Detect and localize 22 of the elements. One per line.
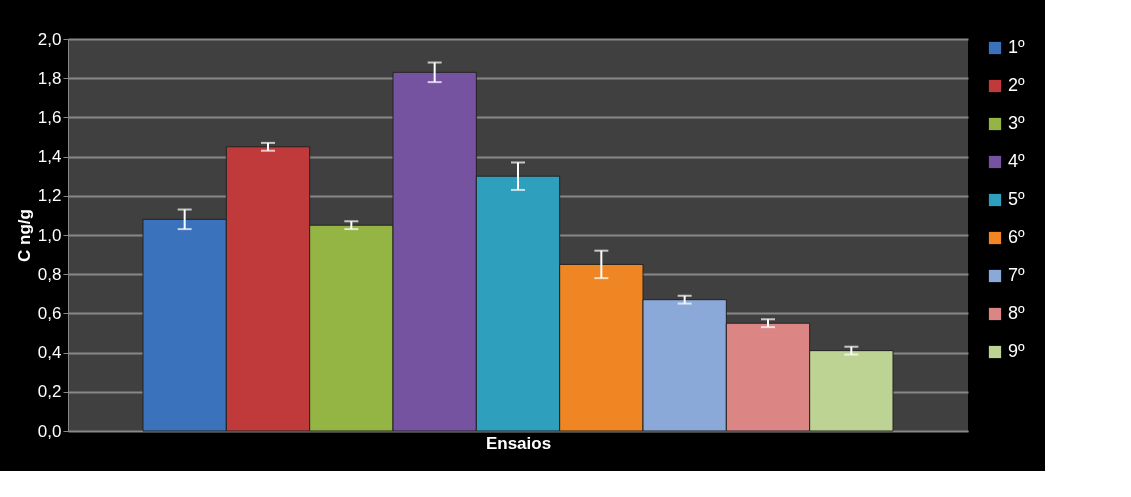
- legend-label: 3º: [1008, 113, 1026, 133]
- y-tick-label: 1,6: [37, 107, 62, 127]
- y-tick-label: 2,0: [37, 29, 62, 49]
- y-tick-label: 1,0: [37, 225, 62, 245]
- legend-label: 8º: [1008, 303, 1026, 323]
- legend-label: 7º: [1008, 265, 1026, 285]
- y-axis-title: C ng/g: [14, 209, 34, 262]
- y-tick-label: 1,4: [37, 147, 62, 167]
- legend-label: 9º: [1008, 341, 1026, 361]
- y-tick-label: 0,8: [37, 264, 62, 284]
- y-tick-label: 0,6: [37, 303, 62, 323]
- y-tick-label: 0,0: [37, 421, 62, 441]
- legend-label: 6º: [1008, 227, 1026, 247]
- y-tick-label: 0,4: [37, 343, 62, 363]
- legend-label: 1º: [1008, 37, 1026, 57]
- legend-label: 5º: [1008, 189, 1026, 209]
- legend-label: 2º: [1008, 75, 1026, 95]
- y-tick-label: 1,8: [37, 68, 62, 88]
- y-tick-label: 0,2: [37, 382, 62, 402]
- legend-label: 4º: [1008, 151, 1026, 171]
- x-axis-title: Ensaios: [485, 433, 552, 453]
- y-tick-label: 1,2: [37, 186, 62, 206]
